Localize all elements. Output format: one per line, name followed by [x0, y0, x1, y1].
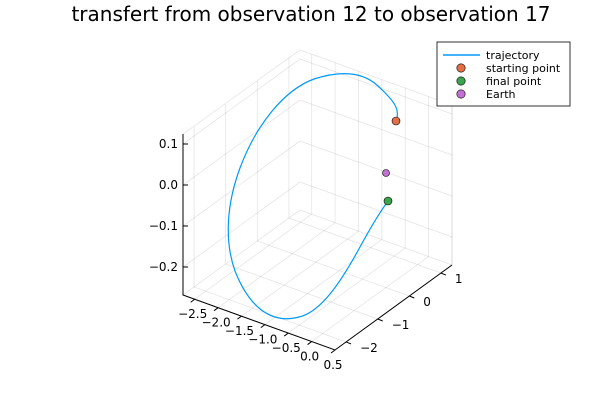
z-tick-label: 0.1 [159, 137, 178, 151]
z-tick-label: −0.2 [149, 260, 178, 274]
chart-title: transfert from observation 12 to observa… [71, 2, 550, 26]
z-axis-ticks: −0.2 −0.1 0.0 0.1 [149, 137, 188, 274]
x-tick-mark [283, 332, 289, 337]
grid-line-z [182, 140, 453, 227]
grid-line-z [182, 99, 453, 186]
grid-line-y [193, 126, 347, 343]
grid-line-y [288, 58, 442, 274]
x-tick-label: −1.0 [248, 333, 277, 347]
x-tick-mark [307, 341, 312, 345]
grid-line-x [217, 62, 336, 309]
legend-label-final-point: final point [486, 75, 542, 88]
z-tick-label: 0.0 [159, 178, 178, 192]
x-tick-mark [190, 298, 195, 303]
x-tick-label: 0.5 [323, 358, 342, 372]
axes [182, 134, 453, 351]
grid-line-z [182, 58, 453, 145]
x-tick-mark [330, 349, 336, 354]
z-tick-label: −0.1 [149, 219, 178, 233]
grid-line-x [264, 79, 383, 325]
grid-line-x [241, 71, 359, 317]
y-tick-mark [440, 272, 447, 276]
trajectory-line [227, 73, 399, 320]
x-tick-label: −2.5 [178, 307, 207, 321]
grid-line-y [225, 103, 378, 320]
x-tick-mark [237, 315, 242, 320]
grid-line-x [287, 88, 406, 334]
y-tick-label: −1 [392, 318, 410, 332]
y-tick-label: 0 [423, 295, 431, 309]
legend-earth-swatch [456, 89, 466, 99]
legend-starting-point-swatch [456, 63, 466, 73]
grid-line-y [256, 81, 410, 297]
y-tick-mark [377, 318, 383, 322]
legend-label-earth: Earth [486, 88, 516, 101]
grid [182, 49, 453, 351]
y-tick-label: −2 [360, 341, 378, 355]
x-tick-label: −1.5 [225, 324, 254, 338]
grid-box [182, 49, 453, 296]
x-tick-label: 0.0 [300, 350, 319, 364]
grid-line-x [334, 105, 453, 351]
x-tick-mark [260, 324, 266, 329]
final-point-marker [383, 196, 393, 206]
grid-line-z [182, 181, 453, 268]
legend: trajectory starting point final point Ea… [436, 41, 571, 107]
grid-line-x [311, 96, 430, 342]
x-tick-label: −0.5 [272, 341, 301, 355]
x-axis-ticks: −2.5−2.0−1.5−1.0−0.50.0 0.5 [178, 298, 343, 372]
y-tick-mark [409, 295, 415, 299]
y-tick-mark [345, 341, 352, 345]
starting-point-marker [391, 116, 401, 126]
grid-line-x [194, 54, 313, 300]
axis-lines [182, 134, 453, 351]
legend-label-trajectory: trajectory [486, 49, 540, 62]
y-tick-label: 1 [455, 272, 463, 286]
x-tick-mark [213, 307, 219, 312]
x-tick-label: −2.0 [202, 316, 231, 330]
earth-marker [382, 169, 390, 177]
legend-label-starting-point: starting point [486, 62, 561, 75]
y-axis-ticks: −2 −1 0 1 [345, 272, 463, 355]
legend-final-point-swatch [456, 76, 466, 86]
